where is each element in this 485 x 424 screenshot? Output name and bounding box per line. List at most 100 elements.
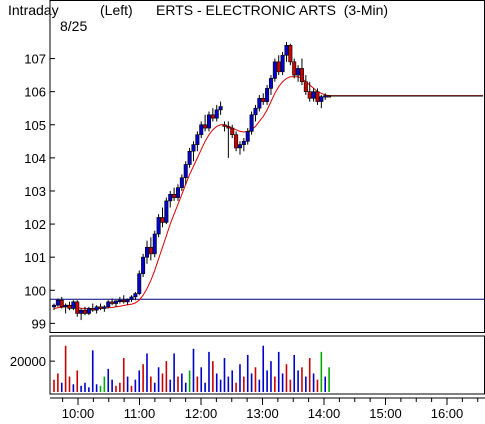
candle-body: [262, 98, 265, 101]
candle-body: [169, 194, 172, 201]
candle-body: [99, 307, 102, 309]
candle: [64, 304, 67, 314]
candle-body: [254, 108, 257, 115]
volume-panel: 20000: [10, 336, 485, 394]
y-tick-label: 107: [24, 52, 46, 67]
candle-body: [258, 98, 261, 108]
candle-body: [250, 115, 253, 132]
candle: [219, 102, 222, 115]
candle: [296, 65, 299, 82]
candle-body: [176, 188, 179, 198]
candle-body: [219, 107, 222, 110]
candle-body: [289, 45, 292, 62]
candle-body: [145, 247, 148, 257]
candle-body: [110, 302, 113, 304]
candle: [153, 231, 156, 257]
candle: [207, 112, 210, 132]
candle: [293, 59, 296, 79]
candle-body: [79, 310, 82, 313]
price-panel: 99 100 101 102 103 104 105 106 107: [24, 1, 484, 333]
candle-body: [134, 294, 137, 297]
candle-body: [138, 274, 141, 294]
candle: [68, 302, 71, 310]
time-tick-label: 15:00: [369, 406, 402, 421]
candle-body: [265, 88, 268, 101]
y-tick-label: 106: [24, 85, 46, 100]
candle: [242, 138, 245, 151]
y-tick-label: 104: [24, 151, 46, 166]
candle: [141, 254, 144, 277]
y-tick-label: 103: [24, 184, 46, 199]
candle-body: [227, 126, 230, 128]
candle-body: [118, 300, 121, 302]
candle: [180, 174, 183, 191]
time-tick-label: 12:00: [185, 406, 218, 421]
candle: [211, 108, 214, 121]
candle-body: [64, 305, 67, 307]
candle-body: [165, 201, 168, 223]
candle-body: [242, 141, 245, 144]
candle: [91, 304, 94, 312]
candle-body: [273, 62, 276, 79]
candle: [103, 305, 106, 312]
candle: [118, 297, 121, 304]
candle-body: [200, 125, 203, 135]
candle: [76, 300, 79, 317]
candle: [273, 59, 276, 82]
y-tick-label: 100: [24, 283, 46, 298]
candle: [145, 241, 148, 264]
candle: [289, 44, 292, 66]
candle-body: [103, 307, 106, 309]
candle: [254, 105, 257, 122]
candle-body: [153, 234, 156, 254]
candle: [52, 304, 55, 311]
candle: [277, 55, 280, 75]
candle: [238, 141, 241, 154]
candle-body: [180, 178, 183, 188]
candle: [172, 188, 175, 201]
candle-body: [312, 92, 315, 99]
candle: [258, 95, 261, 112]
candle: [114, 300, 117, 307]
candle-body: [300, 68, 303, 81]
candle: [161, 208, 164, 228]
candle: [227, 121, 230, 157]
candle-body: [83, 310, 86, 313]
candle: [188, 148, 191, 168]
candle-body: [188, 151, 191, 164]
candle-body: [308, 92, 311, 99]
candle-body: [316, 92, 319, 102]
y-tick-label: 99: [32, 316, 46, 331]
candle-body: [141, 257, 144, 274]
moving-average-line: [54, 77, 483, 309]
candle-body: [246, 131, 249, 141]
time-tick-label: 14:00: [308, 406, 341, 421]
candle: [304, 75, 307, 95]
candle: [320, 95, 323, 108]
candle: [196, 131, 199, 151]
candle-body: [107, 302, 110, 307]
candle-body: [211, 115, 214, 118]
candle: [281, 52, 284, 75]
candle-body: [196, 135, 199, 145]
candle: [149, 237, 152, 260]
candle: [130, 295, 133, 302]
candle: [265, 85, 268, 105]
time-tick-label: 16:00: [431, 406, 464, 421]
candle-body: [234, 135, 237, 148]
volume-tick-label: 20000: [10, 354, 46, 369]
candle: [138, 270, 141, 295]
candle: [192, 141, 195, 161]
candle-body: [320, 97, 323, 102]
y-tick-label: 105: [24, 118, 46, 133]
candle: [176, 184, 179, 201]
candle: [79, 308, 82, 320]
time-tick-label: 10:00: [62, 406, 95, 421]
candle: [231, 125, 234, 138]
candle-body: [68, 305, 71, 308]
candle-body: [231, 128, 234, 135]
candle-body: [324, 96, 327, 98]
candle-body: [215, 110, 218, 118]
candle-body: [293, 62, 296, 75]
y-tick-label: 102: [24, 217, 46, 232]
